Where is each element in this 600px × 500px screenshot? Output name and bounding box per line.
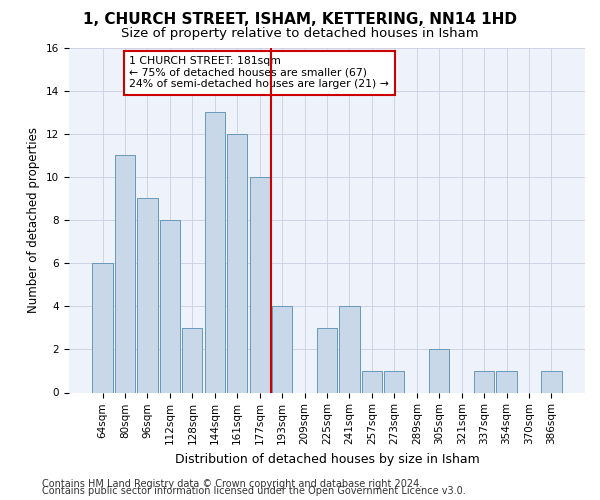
Bar bbox=[227, 134, 247, 392]
Text: Contains HM Land Registry data © Crown copyright and database right 2024.: Contains HM Land Registry data © Crown c… bbox=[42, 479, 422, 489]
Bar bbox=[272, 306, 292, 392]
X-axis label: Distribution of detached houses by size in Isham: Distribution of detached houses by size … bbox=[175, 452, 479, 466]
Bar bbox=[160, 220, 180, 392]
Bar bbox=[541, 371, 562, 392]
Bar bbox=[384, 371, 404, 392]
Bar bbox=[250, 177, 270, 392]
Bar bbox=[496, 371, 517, 392]
Bar bbox=[205, 112, 225, 392]
Bar bbox=[362, 371, 382, 392]
Bar bbox=[92, 263, 113, 392]
Bar bbox=[474, 371, 494, 392]
Bar bbox=[429, 350, 449, 393]
Bar bbox=[182, 328, 202, 392]
Bar bbox=[317, 328, 337, 392]
Bar bbox=[137, 198, 158, 392]
Text: 1 CHURCH STREET: 181sqm
← 75% of detached houses are smaller (67)
24% of semi-de: 1 CHURCH STREET: 181sqm ← 75% of detache… bbox=[130, 56, 389, 90]
Y-axis label: Number of detached properties: Number of detached properties bbox=[28, 127, 40, 313]
Text: Size of property relative to detached houses in Isham: Size of property relative to detached ho… bbox=[121, 28, 479, 40]
Text: 1, CHURCH STREET, ISHAM, KETTERING, NN14 1HD: 1, CHURCH STREET, ISHAM, KETTERING, NN14… bbox=[83, 12, 517, 28]
Bar bbox=[115, 156, 135, 392]
Text: Contains public sector information licensed under the Open Government Licence v3: Contains public sector information licen… bbox=[42, 486, 466, 496]
Bar bbox=[340, 306, 359, 392]
